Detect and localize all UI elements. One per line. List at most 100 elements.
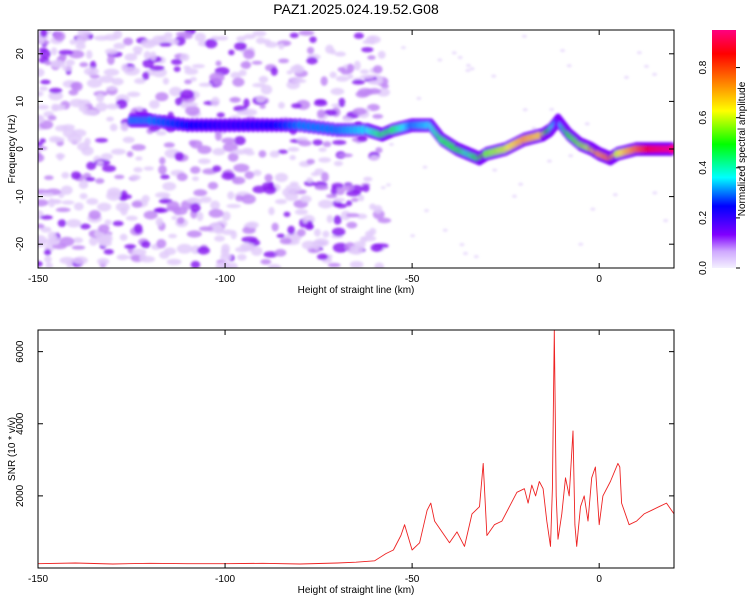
- noise-blob: [330, 186, 337, 196]
- noise-blob: [334, 51, 346, 57]
- noise-blob: [114, 174, 125, 180]
- noise-blob: [77, 142, 90, 152]
- noise-blob: [612, 193, 618, 197]
- noise-blob: [107, 187, 122, 197]
- noise-blob: [194, 32, 206, 42]
- noise-blob: [327, 262, 341, 268]
- spectrogram-noise: [38, 30, 669, 268]
- noise-blob: [215, 60, 222, 67]
- noise-blob: [255, 37, 266, 45]
- noise-blob: [590, 207, 596, 211]
- noise-blob: [109, 123, 118, 132]
- noise-blob: [316, 253, 329, 260]
- noise-blob: [85, 177, 96, 182]
- snr-frame: [37, 329, 675, 569]
- noise-blob: [190, 202, 201, 213]
- noise-blob: [560, 48, 566, 53]
- noise-blob: [236, 36, 246, 42]
- snr-y-label: SNR (10 * v/v): [7, 417, 18, 481]
- noise-blob: [198, 158, 211, 165]
- noise-blob: [289, 155, 296, 161]
- noise-blob: [424, 209, 430, 213]
- noise-blob: [236, 253, 247, 261]
- noise-blob: [310, 172, 319, 177]
- noise-blob: [58, 49, 74, 55]
- noise-blob: [285, 184, 302, 193]
- noise-blob: [465, 63, 471, 68]
- noise-blob: [39, 30, 48, 38]
- noise-blob: [347, 63, 355, 74]
- x-tick-label: -150: [28, 274, 48, 285]
- noise-blob: [375, 147, 383, 154]
- noise-blob: [186, 230, 202, 238]
- noise-blob: [122, 136, 135, 144]
- noise-blob: [252, 30, 267, 37]
- noise-blob: [124, 53, 138, 61]
- noise-blob: [370, 243, 383, 252]
- noise-blob: [100, 153, 113, 161]
- noise-blob: [125, 215, 138, 221]
- noise-blob: [140, 240, 151, 249]
- noise-blob: [303, 180, 316, 187]
- noise-blob: [200, 196, 212, 203]
- noise-blob: [240, 242, 255, 251]
- noise-blob: [294, 209, 308, 216]
- noise-blob: [367, 55, 376, 60]
- noise-blob: [416, 96, 422, 100]
- noise-blob: [335, 187, 345, 196]
- noise-blob: [473, 254, 479, 259]
- noise-blob: [332, 140, 347, 146]
- colorbar: 0.0 0.2 0.4 0.6 0.8 Normalized spectral ampl…: [698, 30, 748, 275]
- noise-blob: [116, 254, 129, 261]
- noise-blob: [188, 139, 197, 146]
- noise-blob: [374, 262, 385, 268]
- noise-blob: [437, 58, 443, 62]
- noise-blob: [62, 65, 73, 72]
- noise-blob: [263, 251, 278, 258]
- noise-blob: [330, 87, 345, 96]
- y-tick-label: 0: [15, 146, 26, 152]
- noise-blob: [244, 171, 255, 180]
- noise-blob: [155, 207, 165, 213]
- noise-blob: [47, 198, 62, 204]
- noise-blob: [463, 251, 469, 256]
- noise-blob: [314, 185, 329, 191]
- x-tick-label: -100: [215, 274, 235, 285]
- noise-blob: [126, 151, 134, 158]
- noise-blob: [132, 46, 143, 53]
- noise-blob: [120, 122, 129, 132]
- noise-blob: [166, 200, 180, 211]
- snr-background: [38, 330, 674, 568]
- noise-blob: [99, 240, 112, 247]
- noise-blob: [372, 114, 384, 119]
- noise-blob: [260, 259, 272, 265]
- noise-blob: [141, 39, 156, 49]
- noise-blob: [98, 224, 110, 233]
- noise-blob: [342, 117, 353, 122]
- noise-blob: [106, 86, 118, 91]
- noise-blob: [531, 126, 537, 131]
- noise-blob: [298, 30, 315, 36]
- noise-blob: [38, 104, 50, 110]
- noise-blob: [174, 151, 184, 161]
- noise-blob: [148, 100, 160, 109]
- noise-blob: [329, 49, 336, 55]
- noise-blob: [184, 79, 192, 85]
- noise-blob: [184, 102, 198, 107]
- snr-x-ticks: -150 -100 -50 0: [28, 330, 602, 585]
- noise-blob: [252, 83, 267, 88]
- noise-blob: [318, 157, 331, 163]
- noise-blob: [70, 82, 80, 90]
- noise-blob: [44, 255, 52, 263]
- noise-blob: [129, 174, 141, 181]
- noise-blob: [229, 262, 238, 268]
- noise-blob: [231, 149, 248, 155]
- noise-blob: [168, 233, 177, 239]
- noise-blob: [333, 160, 343, 167]
- noise-blob: [143, 50, 151, 60]
- noise-blob: [316, 109, 326, 118]
- noise-blob: [345, 200, 353, 207]
- noise-blob: [227, 191, 235, 200]
- noise-blob: [243, 33, 256, 40]
- noise-blob: [95, 102, 108, 112]
